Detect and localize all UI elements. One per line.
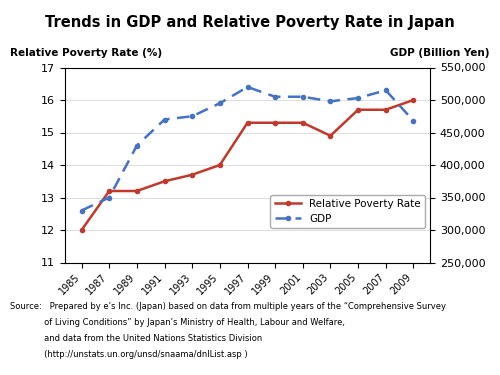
Line: Relative Poverty Rate: Relative Poverty Rate [80,98,415,232]
Line: GDP: GDP [80,85,415,213]
Text: Trends in GDP and Relative Poverty Rate in Japan: Trends in GDP and Relative Poverty Rate … [45,15,455,30]
GDP [328,99,334,104]
Relative Poverty Rate [134,189,140,193]
GDP [189,114,195,118]
GDP [383,88,389,93]
Relative Poverty Rate [106,189,112,193]
Relative Poverty Rate [383,108,389,112]
Relative Poverty Rate [300,120,306,125]
Relative Poverty Rate [272,120,278,125]
GDP [162,117,168,122]
GDP [106,195,112,200]
Text: Relative Poverty Rate (%): Relative Poverty Rate (%) [10,48,162,58]
GDP [272,94,278,99]
Text: and data from the United Nations Statistics Division: and data from the United Nations Statist… [10,334,262,343]
GDP [410,118,416,123]
Relative Poverty Rate [217,163,223,167]
GDP [300,94,306,99]
Text: GDP (Billion Yen): GDP (Billion Yen) [390,48,490,58]
Relative Poverty Rate [328,134,334,138]
GDP [355,96,361,100]
Text: of Living Conditions” by Japan’s Ministry of Health, Labour and Welfare,: of Living Conditions” by Japan’s Ministr… [10,318,345,327]
GDP [134,143,140,148]
GDP [244,85,250,89]
Legend: Relative Poverty Rate, GDP: Relative Poverty Rate, GDP [270,195,425,228]
Relative Poverty Rate [355,108,361,112]
Text: Source:   Prepared by e’s Inc. (Japan) based on data from multiple years of the : Source: Prepared by e’s Inc. (Japan) bas… [10,302,446,311]
GDP [217,101,223,105]
Relative Poverty Rate [244,120,250,125]
Relative Poverty Rate [162,179,168,183]
Relative Poverty Rate [78,228,84,232]
Relative Poverty Rate [410,98,416,102]
Text: (http://unstats.un.org/unsd/snaama/dnlList.asp ): (http://unstats.un.org/unsd/snaama/dnlLi… [10,350,248,359]
GDP [78,208,84,213]
Relative Poverty Rate [189,172,195,177]
